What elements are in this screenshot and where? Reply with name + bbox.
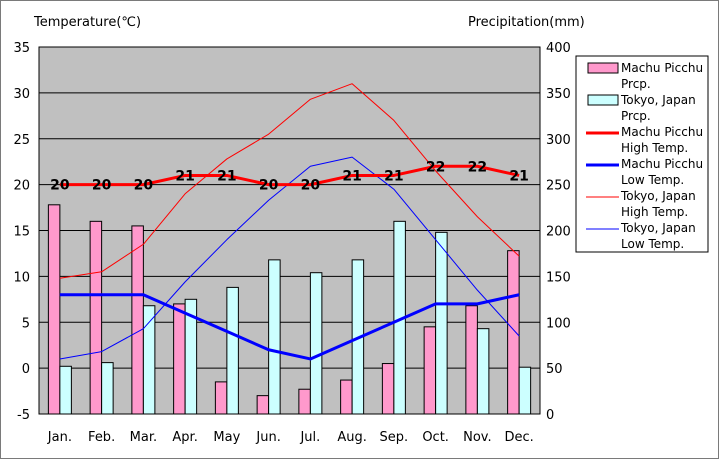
- y-right-tick-label: 200: [546, 225, 571, 240]
- bar-machu-picchu-prcp: [47, 204, 61, 415]
- y-right-tick-label: 150: [546, 270, 571, 285]
- x-tick-label: Aug.: [337, 430, 367, 445]
- x-tick-label: Jul.: [299, 430, 320, 445]
- data-label-high-temp: 20: [301, 178, 321, 194]
- legend-label: High Temp.: [621, 205, 688, 219]
- data-label-high-temp: 21: [509, 168, 528, 184]
- bar-machu-picchu-prcp: [173, 303, 186, 415]
- bar-machu-picchu-prcp: [131, 225, 144, 415]
- data-label-high-temp: 20: [259, 178, 279, 194]
- data-label-high-temp: 20: [92, 178, 112, 194]
- y-right-axis-title: Precipitation(mm): [468, 15, 585, 30]
- legend-label: Low Temp.: [621, 237, 684, 251]
- y-right-tick-label: 350: [546, 87, 571, 102]
- legend-swatch: [587, 94, 619, 106]
- bar-machu-picchu-prcp: [340, 379, 353, 415]
- x-tick-label: Sep.: [380, 430, 409, 445]
- data-label-high-temp: 21: [384, 168, 403, 184]
- legend-label: Tokyo, Japan: [620, 221, 696, 235]
- line-tokyo-japan-high-temp: [59, 83, 520, 279]
- y-left-tick-label: 15: [13, 225, 30, 240]
- y-left-tick-label: 5: [22, 316, 30, 331]
- y-right-tick-label: 300: [546, 133, 571, 148]
- y-left-tick-label: 35: [13, 41, 30, 56]
- legend-box: [575, 55, 709, 253]
- bar-tokyo-prcp: [268, 259, 281, 415]
- legend-label: Prcp.: [621, 77, 651, 91]
- data-label-high-temp: 21: [175, 168, 194, 184]
- bar-tokyo-prcp: [226, 286, 239, 415]
- bar-tokyo-prcp: [59, 365, 72, 415]
- legend-label: Tokyo, Japan: [620, 189, 696, 203]
- bar-machu-picchu-prcp: [465, 305, 478, 415]
- y-left-tick-label: 0: [22, 362, 30, 377]
- plot-border: [38, 46, 541, 415]
- bar-machu-picchu-prcp: [381, 363, 395, 415]
- bar-tokyo-prcp: [309, 272, 323, 415]
- legend-label: Machu Picchu: [621, 157, 703, 171]
- y-left-tick-label: 25: [13, 133, 30, 148]
- data-label-high-temp: 21: [342, 168, 361, 184]
- data-label-high-temp: 20: [50, 178, 70, 194]
- data-label-high-temp: 21: [217, 168, 236, 184]
- data-label-high-temp: 22: [426, 159, 445, 175]
- y-right-tick-label: 250: [546, 179, 571, 194]
- legend-label: High Temp.: [621, 141, 688, 155]
- legend-label: Machu Picchu: [621, 61, 703, 75]
- line-machu-picchu-high-temp: [59, 164, 520, 187]
- y-left-axis-title: Temperature(℃): [33, 15, 141, 30]
- legend-label: Low Temp.: [621, 173, 684, 187]
- x-tick-label: Dec.: [504, 430, 533, 445]
- y-right-tick-label: 50: [546, 362, 563, 377]
- bar-tokyo-prcp: [101, 362, 114, 415]
- bar-tokyo-prcp: [435, 231, 448, 415]
- data-label-high-temp: 20: [134, 178, 154, 194]
- bar-tokyo-prcp: [476, 328, 490, 415]
- x-tick-label: Mar.: [130, 430, 157, 445]
- legend-swatch: [587, 62, 619, 74]
- legend-label: Tokyo, Japan: [620, 93, 696, 107]
- y-right-tick-label: 0: [546, 408, 554, 423]
- y-right-tick-label: 400: [546, 41, 571, 56]
- bar-machu-picchu-prcp: [256, 395, 270, 415]
- bar-machu-picchu-prcp: [214, 381, 228, 415]
- data-label-high-temp: 22: [468, 159, 487, 175]
- bar-machu-picchu-prcp: [507, 250, 520, 415]
- bar-machu-picchu-prcp: [89, 220, 103, 415]
- bar-tokyo-prcp: [518, 366, 532, 415]
- legend-label: Prcp.: [621, 109, 651, 123]
- legend-label: Machu Picchu: [621, 125, 703, 139]
- y-left-tick-label: 30: [13, 87, 30, 102]
- y-left-tick-label: 20: [13, 179, 30, 194]
- bar-machu-picchu-prcp: [423, 326, 437, 415]
- x-tick-label: Jun.: [255, 430, 280, 445]
- y-left-tick-label: 10: [13, 270, 30, 285]
- x-tick-label: Feb.: [88, 430, 115, 445]
- x-tick-label: May: [213, 430, 240, 445]
- x-tick-label: Oct.: [422, 430, 449, 445]
- y-left-tick-label: -5: [17, 408, 30, 423]
- y-right-tick-label: 100: [546, 316, 571, 331]
- x-tick-label: Jan.: [47, 430, 72, 445]
- x-tick-label: Nov.: [463, 430, 492, 445]
- x-tick-label: Apr.: [172, 430, 197, 445]
- bar-machu-picchu-prcp: [298, 388, 311, 415]
- line-machu-picchu-low-temp: [59, 293, 520, 361]
